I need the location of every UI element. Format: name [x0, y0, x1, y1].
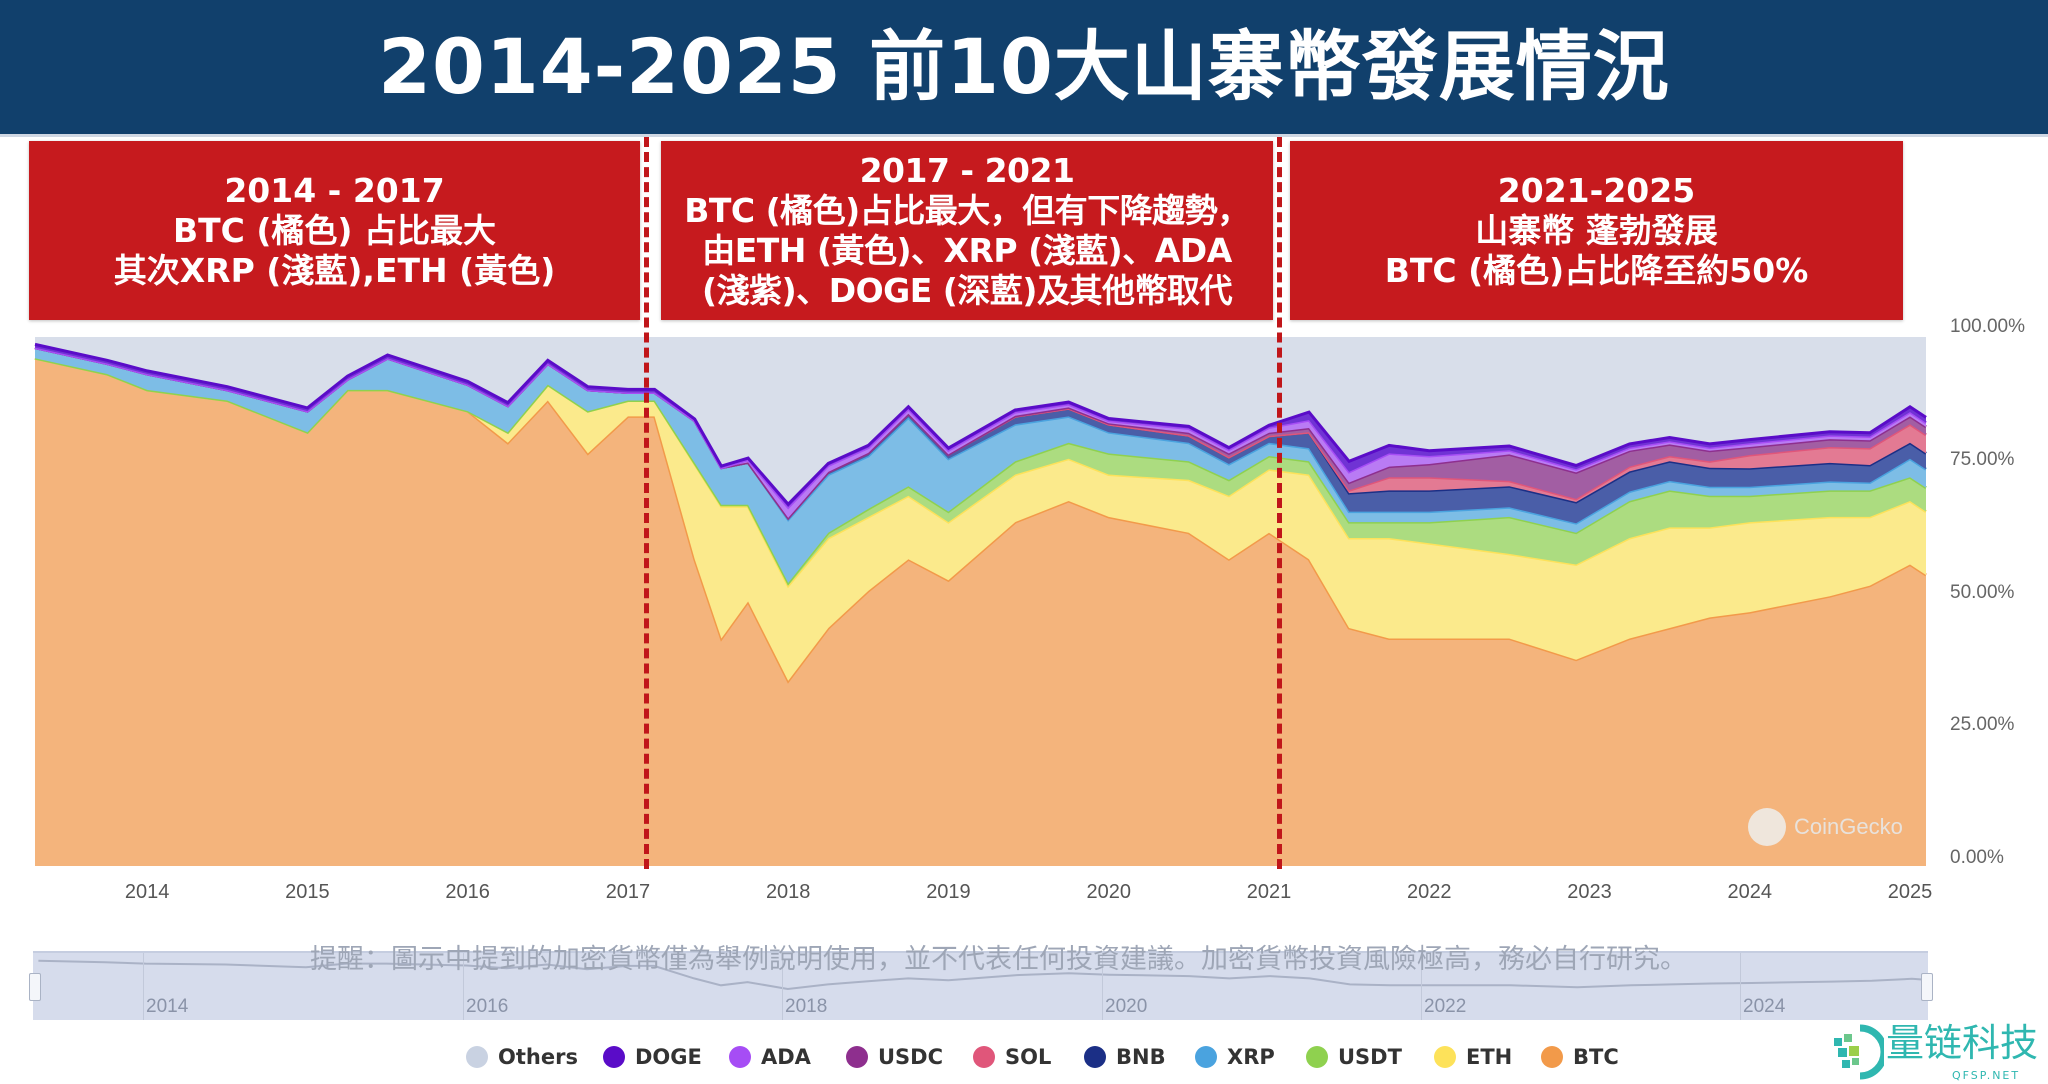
legend-dot-icon [729, 1046, 751, 1068]
coingecko-logo-icon [1748, 808, 1786, 846]
period-box-2014-2017: 2014 - 2017 BTC (橘色) 占比最大 其次XRP (淺藍),ETH… [29, 141, 640, 320]
period-line: 其次XRP (淺藍),ETH (黃色) [113, 250, 556, 290]
legend-label: BNB [1116, 1045, 1166, 1069]
navigator-right-handle[interactable] [1921, 973, 1933, 1001]
logo-name: 量链科技 [1886, 1021, 2039, 1065]
watermark-text: CoinGecko [1794, 814, 1903, 839]
navigator-label: 2016 [466, 996, 509, 1017]
y-tick-label: 100.00% [1950, 316, 2026, 337]
period-line: 山寨幣 蓬勃發展 [1475, 210, 1718, 250]
legend-dot-icon [466, 1046, 488, 1068]
navigator-divider [782, 953, 783, 1020]
period-divider-2017 [644, 137, 649, 869]
legend-item-sol[interactable]: SOL [973, 1044, 1051, 1070]
navigator-divider [463, 953, 464, 1020]
period-box-2021-2025: 2021-2025 山寨幣 蓬勃發展 BTC (橘色)占比降至約50% [1290, 141, 1903, 320]
legend-label: USDT [1338, 1045, 1402, 1069]
area-usdt [35, 358, 1926, 586]
legend-label: XRP [1227, 1045, 1275, 1069]
y-tick-label: 0.00% [1950, 847, 2004, 868]
navigator-label: 2018 [785, 996, 828, 1017]
qfsp-logo: 量链科技 QFSP.NET [1828, 1022, 2048, 1084]
legend-item-ada[interactable]: ADA [729, 1044, 811, 1070]
period-heading: 2021-2025 [1497, 170, 1696, 210]
coingecko-watermark: CoinGecko [1748, 808, 1903, 846]
x-tick-label: 2023 [1567, 881, 1612, 903]
legend-dot-icon [973, 1046, 995, 1068]
y-tick-label: 50.00% [1950, 582, 2015, 603]
period-box-2017-2021: 2017 - 2021 BTC (橘色)占比最大，但有下降趨勢， 由ETH (黃… [661, 141, 1273, 320]
navigator-divider [1421, 953, 1422, 1020]
legend-label: ADA [761, 1045, 811, 1069]
period-heading: 2017 - 2021 [859, 150, 1075, 190]
legend-label: SOL [1005, 1045, 1052, 1069]
period-divider-2021 [1277, 137, 1282, 869]
area-usdc [35, 347, 1926, 518]
legend-label: ETH [1466, 1045, 1513, 1069]
y-tick-label: 25.00% [1950, 714, 2015, 735]
legend-item-usdt[interactable]: USDT [1306, 1044, 1402, 1070]
x-tick-label: 2019 [926, 881, 971, 903]
legend-dot-icon [1195, 1046, 1217, 1068]
legend-dot-icon [846, 1046, 868, 1068]
legend-dot-icon [603, 1046, 625, 1068]
logo-icon [1834, 1024, 1884, 1080]
legend-label: BTC [1573, 1045, 1619, 1069]
disclaimer-text: 提醒：圖示中提到的加密貨幣僅為舉例說明使用，並不代表任何投資建議。加密貨幣投資風… [310, 944, 1687, 975]
legend-label: USDC [878, 1045, 944, 1069]
period-line: BTC (橘色)占比降至約50% [1384, 250, 1809, 290]
x-tick-label: 2021 [1246, 881, 1292, 903]
page-title: 2014-2025 前10大山寨幣發展情況 [378, 22, 1670, 111]
legend-label: Others [498, 1045, 578, 1069]
period-heading: 2014 - 2017 [224, 170, 445, 210]
range-navigator[interactable]: 2014 2016 2018 2020 2022 2024 [29, 951, 1933, 1020]
logo-url: QFSP.NET [1952, 1069, 2021, 1082]
navigator-left-handle[interactable] [29, 973, 41, 1001]
legend-dot-icon [1434, 1046, 1456, 1068]
navigator-line [38, 959, 1926, 991]
navigator-divider [1740, 953, 1741, 1020]
area-eth [35, 358, 1926, 681]
navigator-divider [1102, 953, 1103, 1020]
legend-item-eth[interactable]: ETH [1434, 1044, 1512, 1070]
period-line: BTC (橘色) 占比最大 [172, 210, 497, 250]
y-tick-label: 75.00% [1950, 449, 2015, 470]
x-tick-label: 2020 [1086, 881, 1131, 903]
legend-item-xrp[interactable]: XRP [1195, 1044, 1275, 1070]
navigator-divider [143, 953, 144, 1020]
x-tick-label: 2018 [765, 881, 811, 903]
period-line: 由ETH (黃色)、XRP (淺藍)、ADA [702, 230, 1232, 270]
legend-dot-icon [1084, 1046, 1106, 1068]
legend-item-others[interactable]: Others [466, 1044, 578, 1070]
legend-item-bnb[interactable]: BNB [1084, 1044, 1166, 1070]
navigator-label: 2014 [146, 996, 189, 1017]
period-line: BTC (橘色)占比最大，但有下降趨勢， [684, 190, 1250, 230]
x-tick-label: 2014 [124, 881, 170, 903]
legend-dot-icon [1306, 1046, 1328, 1068]
x-tick-label: 2017 [605, 881, 651, 903]
navigator-label: 2024 [1743, 996, 1786, 1017]
legend-item-usdc[interactable]: USDC [846, 1044, 943, 1070]
x-tick-label: 2022 [1406, 881, 1452, 903]
x-tick-label: 2015 [285, 881, 330, 903]
navigator-label: 2020 [1105, 996, 1148, 1017]
legend-label: DOGE [635, 1045, 702, 1069]
period-line: (淺紫)、DOGE (深藍)及其他幣取代 [702, 270, 1232, 310]
x-tick-label: 2024 [1727, 881, 1772, 903]
legend-item-btc[interactable]: BTC [1541, 1044, 1619, 1070]
legend-item-doge[interactable]: DOGE [603, 1044, 702, 1070]
line-doge [34, 342, 1927, 507]
navigator-label: 2022 [1424, 996, 1467, 1017]
x-tick-label: 2025 [1887, 881, 1933, 903]
area-btc [35, 358, 1926, 866]
legend-dot-icon [1541, 1046, 1563, 1068]
title-bar: 2014-2025 前10大山寨幣發展情況 [0, 0, 2048, 137]
x-tick-label: 2016 [445, 881, 490, 903]
